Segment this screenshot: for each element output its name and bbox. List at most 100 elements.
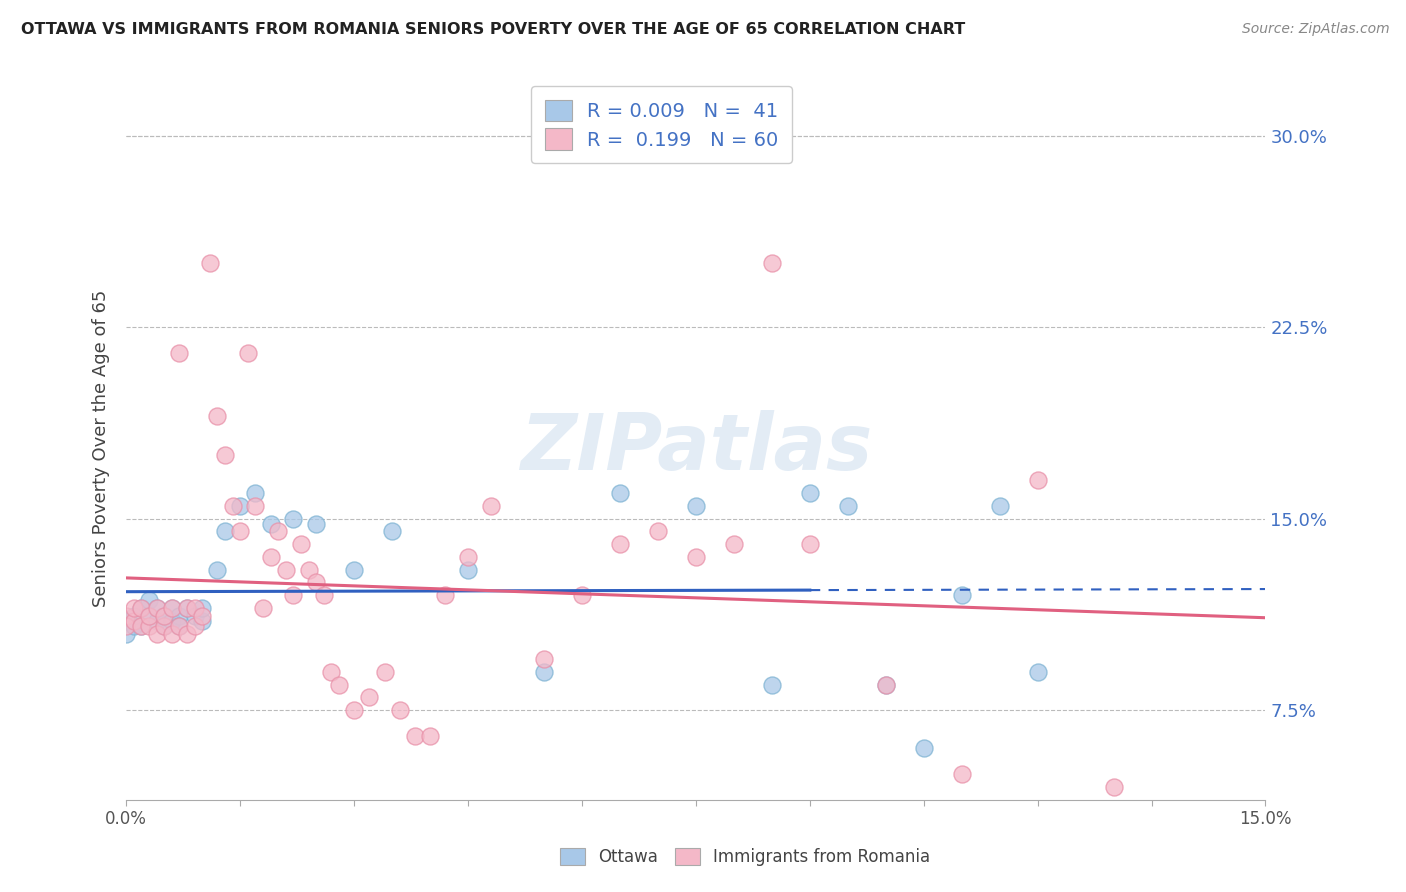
Point: [245, 499, 267, 513]
Point: [533, 665, 555, 679]
Point: [191, 614, 214, 628]
Point: [245, 486, 267, 500]
Point: [1102, 780, 1125, 794]
Point: [138, 608, 160, 623]
Point: [122, 601, 145, 615]
Point: [359, 690, 381, 705]
Point: [122, 614, 145, 628]
Point: [160, 601, 183, 615]
Point: [183, 601, 205, 615]
Point: [145, 614, 167, 628]
Point: [609, 486, 631, 500]
Point: [912, 741, 935, 756]
Point: [169, 619, 191, 633]
Point: [191, 601, 214, 615]
Point: [145, 601, 167, 615]
Point: [131, 619, 153, 633]
Point: [176, 601, 198, 615]
Point: [321, 665, 343, 679]
Point: [685, 549, 707, 564]
Point: [207, 563, 229, 577]
Point: [381, 524, 404, 539]
Point: [533, 652, 555, 666]
Point: [169, 608, 191, 623]
Point: [229, 524, 252, 539]
Point: [160, 626, 183, 640]
Point: [229, 499, 252, 513]
Point: [1026, 473, 1049, 487]
Point: [160, 614, 183, 628]
Point: [988, 499, 1011, 513]
Point: [191, 608, 214, 623]
Point: [131, 601, 153, 615]
Point: [950, 588, 973, 602]
Point: [799, 486, 821, 500]
Point: [283, 511, 305, 525]
Point: [153, 608, 176, 623]
Point: [305, 516, 328, 531]
Point: [236, 345, 259, 359]
Point: [169, 619, 191, 633]
Point: [571, 588, 593, 602]
Point: [457, 549, 479, 564]
Point: [115, 626, 138, 640]
Point: [214, 524, 236, 539]
Point: [875, 677, 897, 691]
Point: [115, 619, 138, 633]
Point: [328, 677, 350, 691]
Point: [169, 345, 191, 359]
Point: [343, 563, 366, 577]
Point: [145, 626, 167, 640]
Point: [176, 626, 198, 640]
Point: [221, 499, 243, 513]
Legend: R = 0.009   N =  41, R =  0.199   N = 60: R = 0.009 N = 41, R = 0.199 N = 60: [531, 86, 793, 163]
Point: [122, 608, 145, 623]
Point: [153, 619, 176, 633]
Legend: Ottawa, Immigrants from Romania: Ottawa, Immigrants from Romania: [554, 841, 936, 873]
Point: [207, 409, 229, 424]
Text: ZIPatlas: ZIPatlas: [520, 410, 872, 486]
Point: [267, 524, 290, 539]
Point: [761, 256, 783, 270]
Text: Source: ZipAtlas.com: Source: ZipAtlas.com: [1241, 22, 1389, 37]
Point: [685, 499, 707, 513]
Point: [373, 665, 395, 679]
Point: [115, 608, 138, 623]
Point: [723, 537, 745, 551]
Point: [312, 588, 335, 602]
Point: [198, 256, 221, 270]
Point: [647, 524, 669, 539]
Point: [160, 601, 183, 615]
Point: [131, 601, 153, 615]
Point: [183, 619, 205, 633]
Point: [259, 516, 281, 531]
Point: [138, 619, 160, 633]
Point: [297, 563, 319, 577]
Point: [799, 537, 821, 551]
Point: [214, 448, 236, 462]
Point: [115, 614, 138, 628]
Point: [434, 588, 457, 602]
Point: [131, 619, 153, 633]
Point: [950, 767, 973, 781]
Y-axis label: Seniors Poverty Over the Age of 65: Seniors Poverty Over the Age of 65: [93, 290, 110, 607]
Text: OTTAWA VS IMMIGRANTS FROM ROMANIA SENIORS POVERTY OVER THE AGE OF 65 CORRELATION: OTTAWA VS IMMIGRANTS FROM ROMANIA SENIOR…: [21, 22, 966, 37]
Point: [138, 608, 160, 623]
Point: [145, 601, 167, 615]
Point: [153, 608, 176, 623]
Point: [837, 499, 859, 513]
Point: [176, 601, 198, 615]
Point: [153, 619, 176, 633]
Point: [183, 608, 205, 623]
Point: [274, 563, 297, 577]
Point: [252, 601, 274, 615]
Point: [343, 703, 366, 717]
Point: [1026, 665, 1049, 679]
Point: [305, 575, 328, 590]
Point: [122, 619, 145, 633]
Point: [259, 549, 281, 564]
Point: [479, 499, 502, 513]
Point: [761, 677, 783, 691]
Point: [388, 703, 411, 717]
Point: [138, 593, 160, 607]
